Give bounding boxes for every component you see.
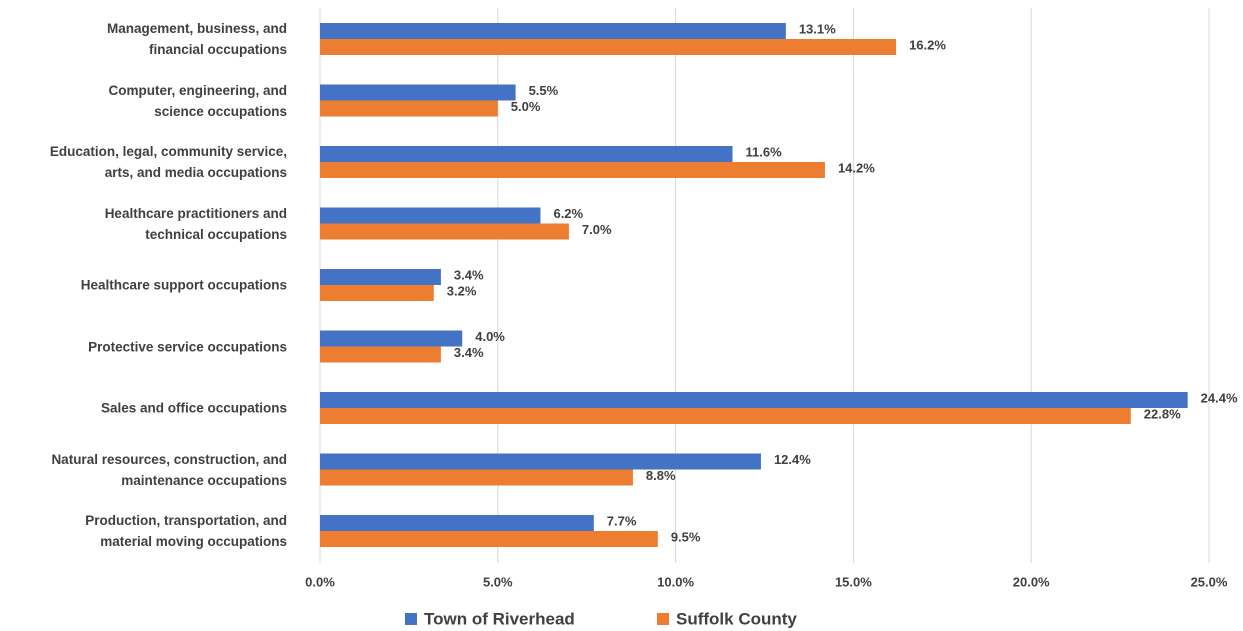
value-label: 3.4% (454, 345, 484, 360)
value-label: 16.2% (909, 37, 946, 52)
category-label: Healthcare support occupations (80, 277, 287, 293)
value-label: 7.7% (607, 513, 637, 528)
category-label: Computer, engineering, and science occup… (108, 82, 287, 119)
value-label: 6.2% (553, 206, 583, 221)
category-label: Protective service occupations (88, 339, 287, 354)
category-label: Education, legal, community service, art… (49, 144, 287, 180)
legend-label: Town of Riverhead (424, 609, 575, 628)
bar (320, 207, 541, 224)
bar (320, 408, 1131, 424)
value-label: 22.8% (1144, 406, 1181, 421)
value-label: 4.0% (475, 329, 505, 344)
value-label: 11.6% (745, 144, 782, 159)
value-label: 3.4% (454, 267, 484, 282)
x-tick-label: 20.0% (1013, 574, 1050, 589)
value-label: 14.2% (838, 160, 875, 175)
legend-swatch (657, 613, 669, 625)
bar (320, 330, 463, 347)
value-label: 9.5% (671, 529, 701, 544)
value-label: 5.5% (529, 83, 559, 98)
value-label: 3.2% (447, 283, 477, 298)
x-tick-label: 15.0% (835, 574, 872, 589)
category-label: Sales and office occupations (100, 400, 287, 416)
category-label: Natural resources, construction, and mai… (51, 451, 287, 488)
category-label: Healthcare practitioners and technical o… (104, 205, 287, 242)
legend-label: Suffolk County (676, 609, 797, 628)
category-label: Management, business, and financial occu… (106, 21, 287, 57)
bar (320, 100, 498, 117)
bar (320, 162, 825, 178)
bar (320, 285, 434, 301)
bar (320, 23, 786, 39)
value-label: 7.0% (582, 222, 612, 237)
value-label: 13.1% (799, 21, 836, 36)
x-tick-label: 0.0% (305, 574, 335, 589)
bar (320, 346, 441, 363)
bar (320, 223, 569, 240)
bar (320, 84, 516, 101)
bar (320, 392, 1188, 408)
bar (320, 146, 733, 162)
bar (320, 515, 594, 531)
bar (320, 469, 633, 486)
category-label: Production, transportation, and material… (85, 513, 287, 549)
value-label: 5.0% (511, 99, 541, 114)
legend-swatch (405, 613, 417, 625)
bar (320, 269, 441, 285)
bar (320, 531, 658, 547)
bar (320, 39, 897, 55)
value-label: 24.4% (1201, 390, 1238, 405)
bar (320, 453, 761, 470)
x-tick-label: 10.0% (657, 574, 694, 589)
x-tick-label: 25.0% (1191, 574, 1228, 589)
value-label: 12.4% (774, 452, 811, 467)
value-label: 8.8% (646, 468, 676, 483)
x-tick-label: 5.0% (483, 574, 513, 589)
